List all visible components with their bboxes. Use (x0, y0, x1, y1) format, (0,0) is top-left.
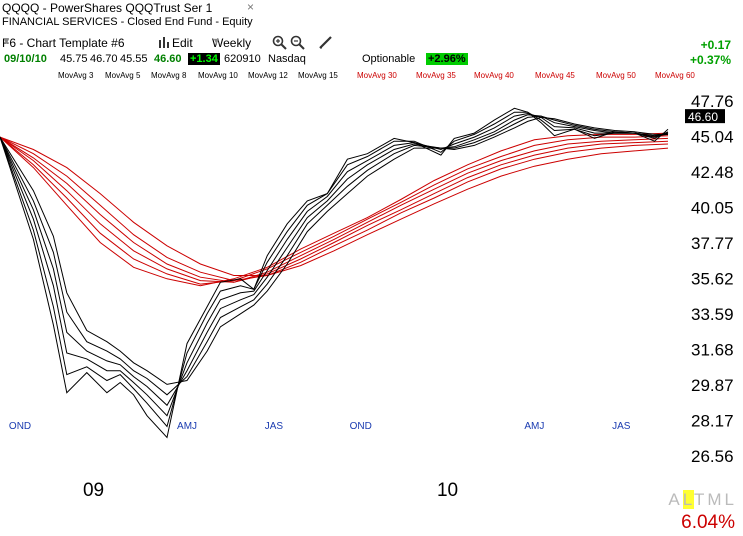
pencil-icon (319, 36, 332, 49)
x-quarter-label: JAS (612, 421, 631, 432)
last-price-marker: 46.60 (685, 109, 725, 124)
ma-legend-item: MovAvg 50 (596, 71, 636, 80)
altml-m: M (707, 490, 725, 509)
y-tick-label: 29.87 (691, 376, 734, 395)
x-year-label: 09 (83, 480, 104, 500)
ma-legend-item: MovAvg 40 (474, 71, 514, 80)
altml-a: A (668, 490, 683, 509)
period-label: Weekly (212, 36, 252, 50)
y-tick-label: 31.68 (691, 341, 734, 360)
ma-legend-item: MovAvg 8 (151, 71, 187, 80)
zoom-out-icon (290, 35, 305, 50)
ma-legend-item: MovAvg 12 (248, 71, 288, 80)
ma-line-8 (0, 112, 669, 417)
quote-high: 46.70 (90, 53, 118, 65)
y-tick-label: 26.56 (691, 447, 734, 466)
last-price-box (685, 109, 725, 124)
ma-legend-item: MovAvg 30 (357, 71, 397, 80)
y-tick-label: 40.05 (691, 199, 734, 218)
zoom-in-button[interactable] (272, 35, 287, 53)
ma-legend-item: MovAvg 60 (655, 71, 695, 80)
ma-line-35 (0, 135, 669, 285)
quote-volume: 620910 (224, 53, 261, 65)
price-chart[interactable]: 47.76 45.04 42.48 40.05 37.77 35.62 33.59 31.68… (0, 82, 743, 500)
altml-l-highlight: L (682, 490, 694, 509)
y-tick-label: 37.77 (691, 234, 734, 253)
ma-line-60 (0, 136, 669, 276)
right-change: +0.17 (700, 38, 731, 52)
optionable-label: Optionable (362, 53, 416, 65)
ma-line-40 (0, 136, 669, 283)
industry-subtitle: FINANCIAL SERVICES - Closed End Fund - E… (2, 16, 253, 28)
ma-line-45 (0, 136, 669, 283)
y-tick-label: 28.17 (691, 412, 734, 431)
altml-l: L (724, 490, 737, 509)
chevron-down-icon: ▼ (212, 36, 221, 46)
ma-line-15 (0, 116, 668, 385)
ma-legend-item: MovAvg 5 (105, 71, 141, 80)
quote-change: +1.34 (188, 53, 220, 65)
ma-legend-item: MovAvg 3 (58, 71, 94, 80)
x-quarter-label: AMJ (524, 421, 544, 432)
bottom-pct-change: 6.04% (681, 512, 735, 533)
zoom-out-button[interactable] (290, 35, 305, 53)
quote-exchange: Nasdaq (268, 53, 306, 65)
quote-pct-change: +2.96% (426, 53, 468, 65)
ma-legend-item: MovAvg 15 (298, 71, 338, 80)
y-tick-label: 47.76 (691, 92, 734, 111)
x-quarter-label: OND (9, 421, 31, 432)
ma-legend-item: MovAvg 10 (198, 71, 238, 80)
chart-header: QQQQ - PowerShares QQQTrust Ser 1 × FINA… (0, 0, 743, 70)
ma-line-30 (0, 132, 669, 287)
quote-low: 45.55 (120, 53, 148, 65)
ma-line-10 (0, 114, 669, 407)
moving-average-legend: MovAvg 3 MovAvg 5 MovAvg 8 MovAvg 10 MovAvg … (0, 71, 743, 82)
ma-line-12 (0, 115, 669, 396)
ma-line-5 (0, 111, 669, 428)
quote-date: 09/10/10 (4, 53, 47, 65)
x-year-label: 10 (437, 480, 458, 500)
template-label: F6 - Chart Template #6 (2, 36, 125, 50)
y-tick-label: 42.48 (691, 163, 734, 182)
zoom-in-icon (272, 35, 287, 50)
altml-t: T (693, 490, 708, 509)
ma-line-50 (0, 136, 669, 282)
y-tick-label: 45.04 (691, 128, 734, 147)
ma-line-3 (0, 107, 669, 439)
x-quarter-label: AMJ (177, 421, 197, 432)
ma-legend-item: MovAvg 35 (416, 71, 456, 80)
y-tick-label: 35.62 (691, 270, 734, 289)
draw-tool-button[interactable] (318, 35, 333, 53)
last-price-label: 46.60 (688, 110, 718, 124)
x-quarter-label: JAS (265, 421, 284, 432)
symbol-title: QQQQ - PowerShares QQQTrust Ser 1 (2, 1, 213, 15)
ma-legend-item: MovAvg 45 (535, 71, 575, 80)
bar-chart-icon (159, 37, 169, 48)
quote-last: 46.60 (154, 53, 182, 65)
right-pct-change: +0.37% (689, 53, 731, 67)
y-tick-label: 33.59 (691, 305, 734, 324)
chevron-down-icon: ▼ (2, 36, 11, 46)
edit-label: Edit (172, 36, 193, 50)
edit-button[interactable]: Edit (158, 36, 193, 50)
altml-indicator: ALTML (668, 490, 737, 510)
quote-open: 45.75 (60, 53, 88, 65)
close-icon[interactable]: × (247, 0, 255, 14)
x-quarter-label: OND (350, 421, 372, 432)
